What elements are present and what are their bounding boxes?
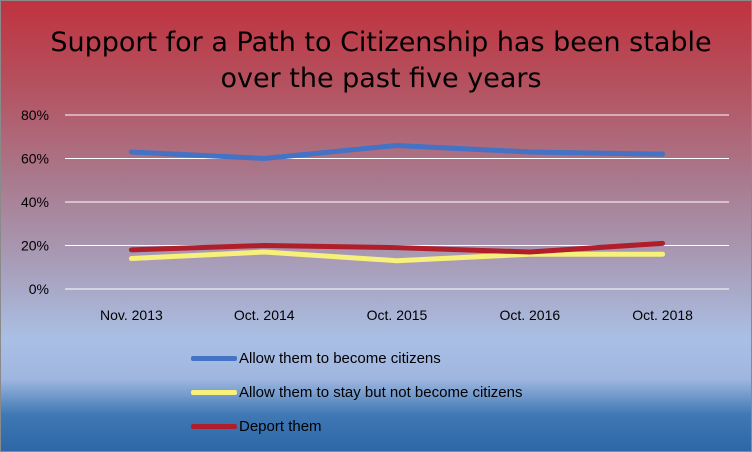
y-tick-label: 60% bbox=[21, 151, 49, 167]
chart-title: Support for a Path to Citizenship has be… bbox=[41, 25, 721, 97]
legend-label: Allow them to stay but not become citize… bbox=[239, 383, 523, 401]
legend-label: Deport them bbox=[239, 417, 322, 435]
x-tick-label: Oct. 2018 bbox=[632, 307, 693, 323]
x-tick-label: Oct. 2015 bbox=[367, 307, 428, 323]
legend-item-2: Allow them to stay but not become citize… bbox=[191, 375, 522, 409]
legend-swatch bbox=[191, 389, 237, 395]
legend-item-1: Allow them to become citizens bbox=[191, 341, 522, 375]
y-tick-label: 40% bbox=[21, 194, 49, 210]
y-tick-label: 80% bbox=[21, 107, 49, 123]
legend-swatch bbox=[191, 355, 237, 361]
legend-item-3: Deport them bbox=[191, 409, 522, 443]
series-line-2 bbox=[128, 249, 666, 264]
chart-title-line-1: Support for a Path to Citizenship has be… bbox=[50, 27, 712, 58]
x-tick-label: Nov. 2013 bbox=[100, 307, 163, 323]
legend-label: Allow them to become citizens bbox=[239, 349, 441, 367]
legend-swatch bbox=[191, 423, 237, 429]
legend: Allow them to become citizens Allow them … bbox=[191, 341, 522, 443]
y-axis-ticks: 0% 20% 40% 60% 80% bbox=[21, 107, 49, 297]
x-tick-label: Oct. 2016 bbox=[499, 307, 560, 323]
y-tick-label: 20% bbox=[21, 238, 49, 254]
series-lines bbox=[128, 142, 666, 264]
series-line-1 bbox=[128, 142, 666, 161]
x-tick-label: Oct. 2014 bbox=[234, 307, 295, 323]
chart-title-line-2: over the past five years bbox=[220, 63, 542, 94]
x-axis-ticks: Nov. 2013 Oct. 2014 Oct. 2015 Oct. 2016 Oct.… bbox=[100, 307, 693, 323]
series-line-3 bbox=[128, 240, 666, 255]
y-tick-label: 0% bbox=[29, 281, 49, 297]
